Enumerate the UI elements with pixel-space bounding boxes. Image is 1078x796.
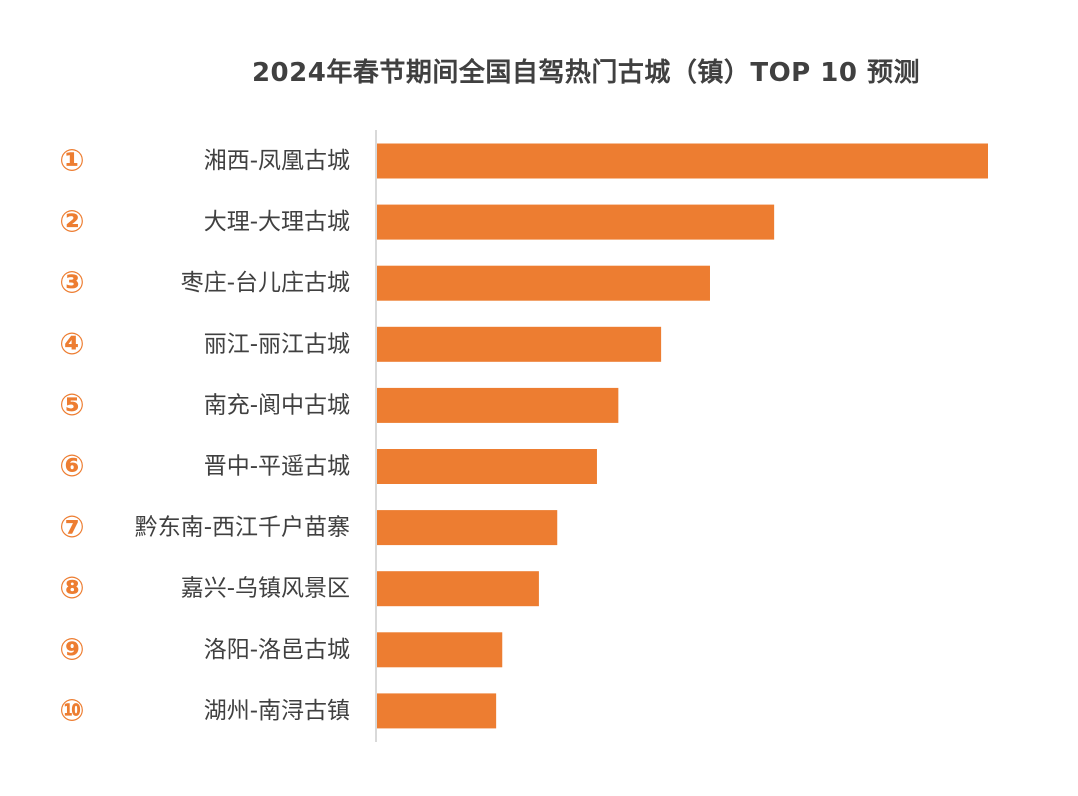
category-label: 大理-大理古城 <box>204 209 350 235</box>
bar <box>377 265 710 301</box>
category-label: 洛阳-洛邑古城 <box>204 637 350 663</box>
rank-marker: ⑨ <box>59 632 84 667</box>
category-label: 嘉兴-乌镇风景区 <box>181 576 350 602</box>
category-label: 黔东南-西江千户苗寨 <box>135 515 350 541</box>
category-label: 晋中-平遥古城 <box>204 454 350 480</box>
category-label: 湘西-凤凰古城 <box>204 148 350 174</box>
category-label: 南充-阆中古城 <box>204 392 350 418</box>
rank-marker: ⑦ <box>59 510 84 545</box>
bar <box>377 387 619 423</box>
category-label: 枣庄-台儿庄古城 <box>181 270 350 296</box>
bar <box>377 326 662 362</box>
bar <box>377 571 539 607</box>
bar <box>377 143 988 179</box>
rank-marker: ⑩ <box>59 693 84 728</box>
rank-marker: ① <box>59 144 84 179</box>
bar <box>377 693 497 729</box>
rank-marker: ④ <box>59 327 84 362</box>
rank-marker: ③ <box>59 266 84 301</box>
category-label: 湖州-南浔古镇 <box>204 698 350 724</box>
rank-marker: ⑥ <box>59 449 84 484</box>
rank-marker: ⑤ <box>59 388 84 423</box>
category-label: 丽江-丽江古城 <box>204 331 350 357</box>
chart-title: 2024年春节期间全国自驾热门古城（镇）TOP 10 预测 <box>251 58 921 88</box>
bar <box>377 204 775 240</box>
bar <box>377 449 597 484</box>
bar <box>377 510 558 546</box>
bar <box>377 632 503 668</box>
rank-marker: ② <box>59 205 84 240</box>
rank-marker: ⑧ <box>59 571 84 606</box>
